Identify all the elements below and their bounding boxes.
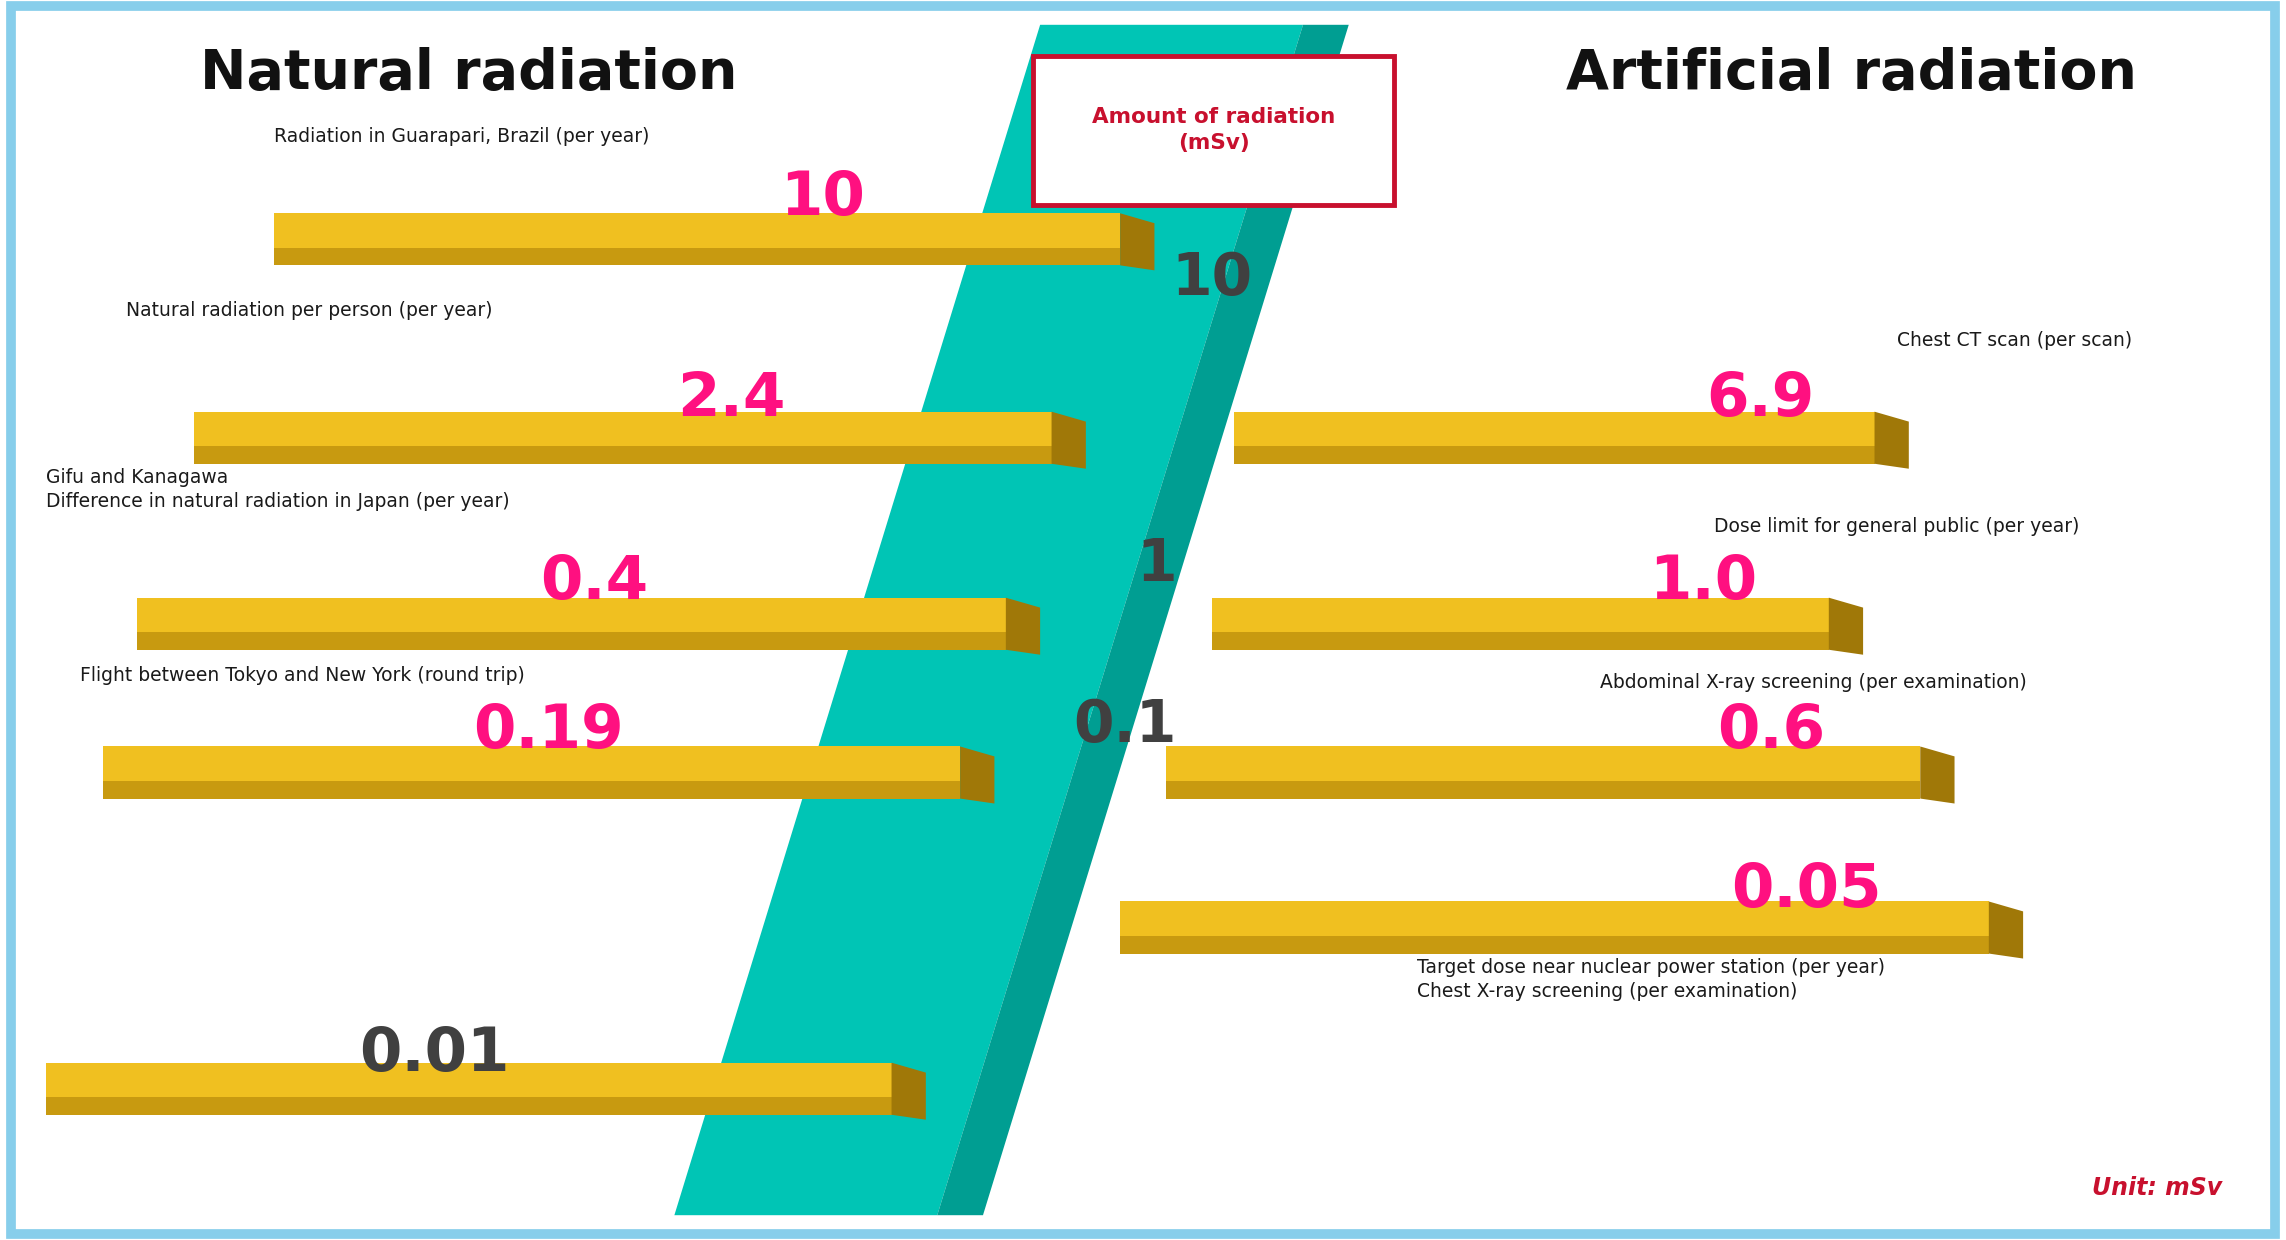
Text: Radiation in Guarapari, Brazil (per year): Radiation in Guarapari, Brazil (per year… <box>274 126 649 146</box>
Polygon shape <box>1120 213 1154 270</box>
Polygon shape <box>1920 746 1955 804</box>
Text: Target dose near nuclear power station (per year)
Chest X-ray screening (per exa: Target dose near nuclear power station (… <box>1417 959 1886 1001</box>
Polygon shape <box>46 1063 892 1097</box>
Text: Artificial radiation: Artificial radiation <box>1566 47 2137 102</box>
Text: Natural radiation: Natural radiation <box>199 47 738 102</box>
Polygon shape <box>1212 598 1829 632</box>
Text: Natural radiation per person (per year): Natural radiation per person (per year) <box>126 300 491 320</box>
Polygon shape <box>194 412 1052 446</box>
Polygon shape <box>274 213 1120 248</box>
Text: 0.19: 0.19 <box>473 702 624 761</box>
Polygon shape <box>103 746 960 781</box>
Polygon shape <box>1212 632 1829 650</box>
Text: 2.4: 2.4 <box>677 370 786 429</box>
Text: 10: 10 <box>1170 250 1253 308</box>
Text: Amount of radiation
(mSv): Amount of radiation (mSv) <box>1093 107 1335 154</box>
Text: 0.01: 0.01 <box>359 1024 510 1084</box>
Polygon shape <box>960 746 994 804</box>
Polygon shape <box>1989 901 2023 959</box>
Polygon shape <box>1166 746 1920 781</box>
Text: 10: 10 <box>780 169 866 228</box>
Text: 0.6: 0.6 <box>1717 702 1827 761</box>
Polygon shape <box>1166 781 1920 799</box>
Text: Gifu and Kanagawa
Difference in natural radiation in Japan (per year): Gifu and Kanagawa Difference in natural … <box>46 469 510 511</box>
Polygon shape <box>892 1063 926 1120</box>
Text: Unit: mSv: Unit: mSv <box>2092 1176 2222 1200</box>
Text: Dose limit for general public (per year): Dose limit for general public (per year) <box>1714 517 2080 537</box>
Polygon shape <box>1234 412 1875 446</box>
Polygon shape <box>1875 412 1909 469</box>
Text: 0.1: 0.1 <box>1072 697 1177 754</box>
Text: Abdominal X-ray screening (per examination): Abdominal X-ray screening (per examinati… <box>1600 672 2028 692</box>
Polygon shape <box>1120 901 1989 936</box>
Polygon shape <box>1052 412 1086 469</box>
Polygon shape <box>674 25 1303 1215</box>
Text: Chest CT scan (per scan): Chest CT scan (per scan) <box>1897 331 2133 351</box>
Polygon shape <box>274 248 1120 265</box>
Text: 0.05: 0.05 <box>1731 861 1881 920</box>
FancyBboxPatch shape <box>1033 56 1394 205</box>
Polygon shape <box>1234 446 1875 464</box>
Polygon shape <box>1120 936 1989 954</box>
Polygon shape <box>137 598 1006 632</box>
Polygon shape <box>137 632 1006 650</box>
Text: 1.0: 1.0 <box>1648 553 1758 613</box>
Polygon shape <box>194 446 1052 464</box>
Text: 6.9: 6.9 <box>1705 370 1815 429</box>
Text: 0.4: 0.4 <box>539 553 649 613</box>
Polygon shape <box>103 781 960 799</box>
Polygon shape <box>1829 598 1863 655</box>
Polygon shape <box>937 25 1349 1215</box>
Text: 1: 1 <box>1136 536 1177 593</box>
Text: Flight between Tokyo and New York (round trip): Flight between Tokyo and New York (round… <box>80 666 526 686</box>
Polygon shape <box>46 1097 892 1115</box>
Polygon shape <box>1006 598 1040 655</box>
